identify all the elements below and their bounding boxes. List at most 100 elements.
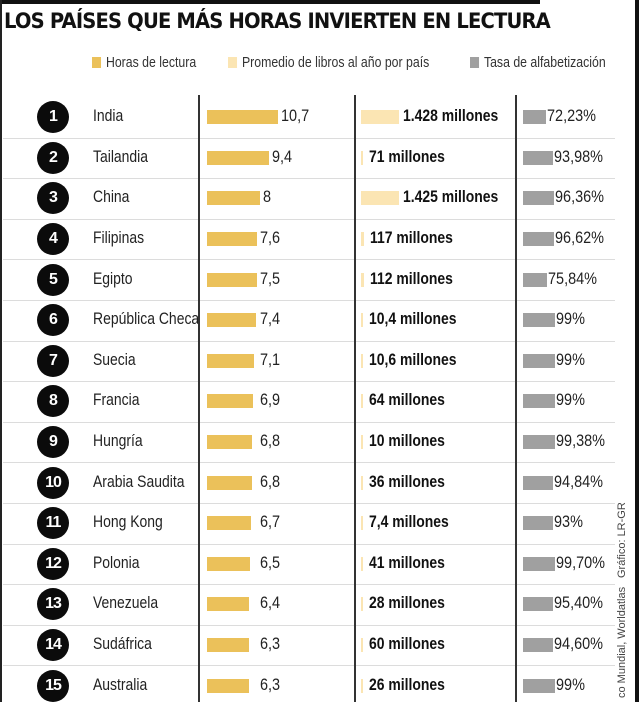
books-value: 26 millones [369, 674, 445, 694]
table-row: 1 India 10,7 1.428 millones 72,23% [2, 97, 616, 138]
row-separator [3, 178, 615, 180]
books-value: 60 millones [369, 634, 445, 654]
legend-label-literacy: Tasa de alfabetización [483, 54, 606, 71]
table-row: 15 Australia 6,3 26 millones 99% [2, 665, 616, 706]
source-credit: co Mundial, Worldatlas [616, 586, 628, 698]
legend: Horas de lectura Promedio de libros al a… [0, 54, 640, 74]
books-value: 112 millones [369, 268, 453, 288]
country-name: Francia [93, 390, 140, 410]
literacy-value: 93% [553, 512, 583, 532]
books-value: 1.428 millones [403, 106, 499, 126]
literacy-value: 99% [555, 349, 585, 369]
row-separator [3, 543, 615, 545]
legend-label-books: Promedio de libros al año por país [241, 54, 430, 71]
hours-value: 6,5 [260, 552, 281, 572]
table-row: 14 Sudáfrica 6,3 60 millones 94,60% [2, 625, 616, 666]
books-bar [361, 678, 363, 693]
books-value: 10,4 millones [369, 309, 457, 329]
country-name: Suecia [93, 349, 136, 369]
row-separator [3, 665, 615, 667]
literacy-bar [523, 353, 555, 368]
books-bar [361, 516, 363, 531]
table-row: 4 Filipinas 7,6 117 millones 96,62% [2, 219, 616, 260]
row-separator [3, 300, 615, 301]
hours-value: 8 [263, 187, 272, 207]
legend-label-hours: Horas de lectura [105, 54, 197, 71]
hours-value: 7,6 [260, 228, 281, 248]
literacy-bar [523, 313, 555, 328]
hours-value: 9,4 [272, 146, 293, 166]
table-row: 7 Suecia 7,1 10,6 millones 99% [2, 341, 616, 382]
rank-badge: 14 [37, 629, 69, 662]
books-value: 10 millones [369, 431, 445, 451]
rank-badge: 4 [37, 223, 69, 256]
row-separator [3, 137, 615, 139]
hours-bar [207, 597, 250, 612]
rank-badge: 1 [37, 101, 69, 134]
legend-swatch-hours [92, 57, 102, 68]
country-name: República Checa [93, 309, 200, 329]
table-row: 10 Arabia Saudita 6,8 36 millones 94,84% [2, 462, 616, 503]
country-name: Hong Kong [93, 512, 163, 532]
books-bar [361, 110, 399, 125]
literacy-bar [523, 110, 546, 125]
table-row: 11 Hong Kong 6,7 7,4 millones 93% [2, 503, 616, 544]
rank-badge: 7 [37, 344, 69, 377]
literacy-bar [523, 232, 554, 247]
right-border [635, 0, 639, 702]
row-separator [3, 584, 615, 586]
literacy-value: 99% [555, 674, 585, 694]
country-name: Egipto [93, 268, 133, 288]
literacy-value: 99% [555, 309, 585, 329]
table-row: 13 Venezuela 6,4 28 millones 95,40% [2, 584, 616, 625]
hours-value: 6,3 [260, 674, 281, 694]
rank-badge: 13 [37, 588, 69, 621]
literacy-value: 96,36% [554, 187, 604, 207]
literacy-value: 94,84% [554, 471, 604, 491]
row-separator [3, 218, 615, 220]
books-value: 28 millones [369, 593, 445, 613]
books-value: 71 millones [369, 146, 445, 166]
hours-bar [207, 678, 249, 693]
legend-item-hours: Horas de lectura [92, 54, 196, 71]
hours-bar [207, 638, 249, 653]
rank-badge: 2 [37, 141, 69, 174]
rank-badge: 8 [37, 385, 69, 418]
country-name: Sudáfrica [93, 634, 152, 654]
legend-item-books: Promedio de libros al año por país [228, 54, 429, 71]
row-separator [3, 462, 615, 464]
literacy-value: 96,62% [554, 228, 604, 248]
literacy-bar [523, 597, 554, 612]
column-divider-literacy [515, 95, 517, 702]
books-bar [361, 232, 365, 247]
hours-value: 6,3 [260, 634, 281, 654]
literacy-value: 72,23% [547, 106, 597, 126]
hours-value: 6,8 [260, 471, 281, 491]
column-divider-books [354, 95, 356, 702]
hours-value: 7,5 [260, 268, 281, 288]
graphic-credit: Gráfico: LR-GR [616, 502, 628, 578]
books-bar [361, 638, 363, 653]
hours-bar [207, 516, 252, 531]
table-row: 6 República Checa 7,4 10,4 millones 99% [2, 300, 616, 341]
books-bar [361, 597, 363, 612]
row-separator [3, 421, 615, 423]
legend-swatch-literacy [470, 57, 480, 68]
top-rule [0, 0, 540, 4]
books-bar [361, 475, 363, 490]
legend-item-literacy: Tasa de alfabetización [470, 54, 606, 71]
rank-badge: 9 [37, 426, 69, 459]
country-name: Filipinas [93, 228, 145, 248]
literacy-bar [523, 475, 554, 490]
books-bar [361, 353, 363, 368]
hours-bar [207, 191, 261, 206]
table-row: 3 China 8 1.425 millones 96,36% [2, 178, 616, 219]
literacy-bar [523, 516, 553, 531]
rank-badge: 11 [37, 507, 69, 540]
literacy-value: 99% [555, 390, 585, 410]
table-row: 5 Egipto 7,5 112 millones 75,84% [2, 259, 616, 300]
books-bar [361, 556, 363, 571]
rank-badge: 15 [37, 669, 69, 702]
literacy-bar [523, 272, 548, 287]
books-bar [361, 435, 363, 450]
